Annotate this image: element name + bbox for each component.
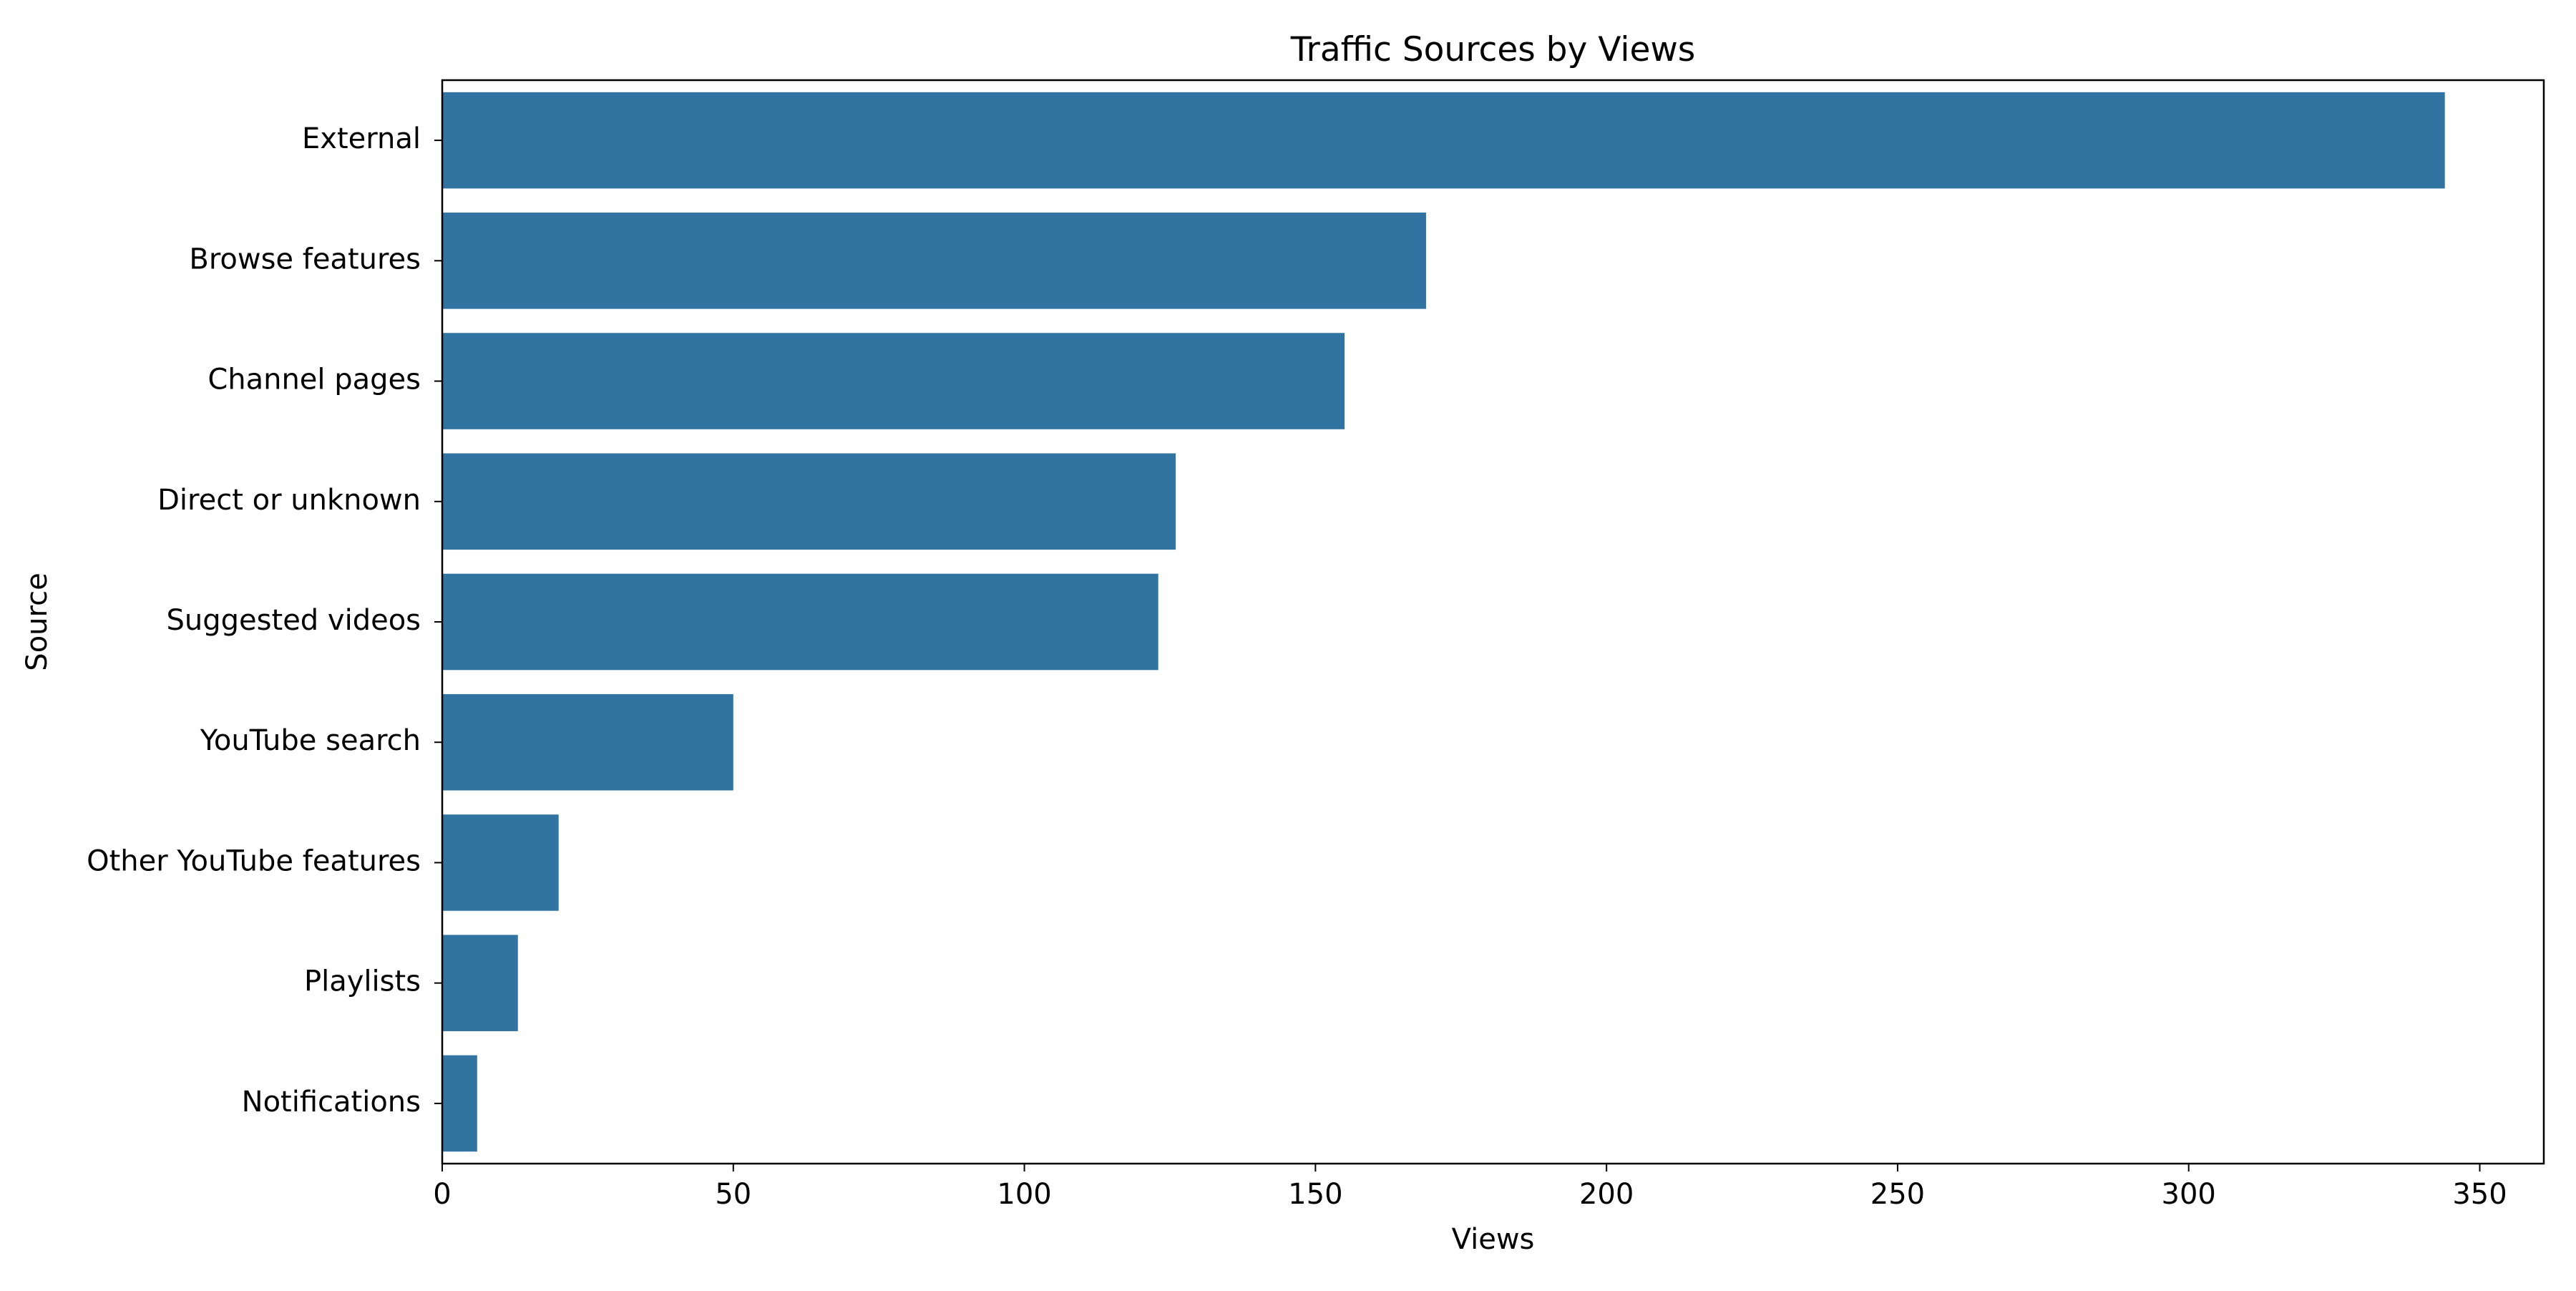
bar-2 xyxy=(442,333,1345,429)
bar-3 xyxy=(442,453,1176,550)
y-tick-label-1: Browse features xyxy=(189,243,421,276)
bar-1 xyxy=(442,213,1426,309)
x-tick-label-3: 150 xyxy=(1288,1178,1342,1211)
bar-6 xyxy=(442,814,559,911)
y-tick-label-2: Channel pages xyxy=(208,364,421,396)
bar-7 xyxy=(442,935,518,1031)
bar-4 xyxy=(442,573,1158,671)
y-axis-ticks: External Browse features Channel pages Dire… xyxy=(87,122,442,1119)
y-axis-label: Source xyxy=(21,573,54,671)
bars-group xyxy=(442,92,2445,1152)
x-tick-label-2: 100 xyxy=(997,1178,1051,1211)
plot-frame xyxy=(441,79,2545,1165)
y-tick-label-3: Direct or unknown xyxy=(157,484,421,517)
bar-8 xyxy=(442,1055,477,1152)
x-tick-label-6: 300 xyxy=(2162,1178,2216,1211)
x-axis-label: Views xyxy=(1452,1223,1535,1256)
bar-5 xyxy=(442,693,733,791)
y-tick-label-6: Other YouTube features xyxy=(87,844,421,877)
y-tick-label-7: Playlists xyxy=(304,965,421,998)
chart-title: Traffic Sources by Views xyxy=(1290,30,1696,69)
bar-0 xyxy=(442,92,2445,189)
y-tick-label-4: Suggested videos xyxy=(167,604,421,637)
x-tick-label-4: 200 xyxy=(1579,1178,1634,1211)
y-tick-label-5: YouTube search xyxy=(200,724,421,757)
x-tick-label-0: 0 xyxy=(433,1178,451,1211)
y-tick-label-8: Notifications xyxy=(242,1086,421,1119)
y-tick-label-0: External xyxy=(302,122,421,155)
x-tick-label-5: 250 xyxy=(1870,1178,1925,1211)
x-axis-ticks: 0 50 100 150 200 250 300 350 xyxy=(433,1164,2507,1211)
x-tick-label-1: 50 xyxy=(715,1178,751,1211)
x-tick-label-7: 350 xyxy=(2452,1178,2507,1211)
